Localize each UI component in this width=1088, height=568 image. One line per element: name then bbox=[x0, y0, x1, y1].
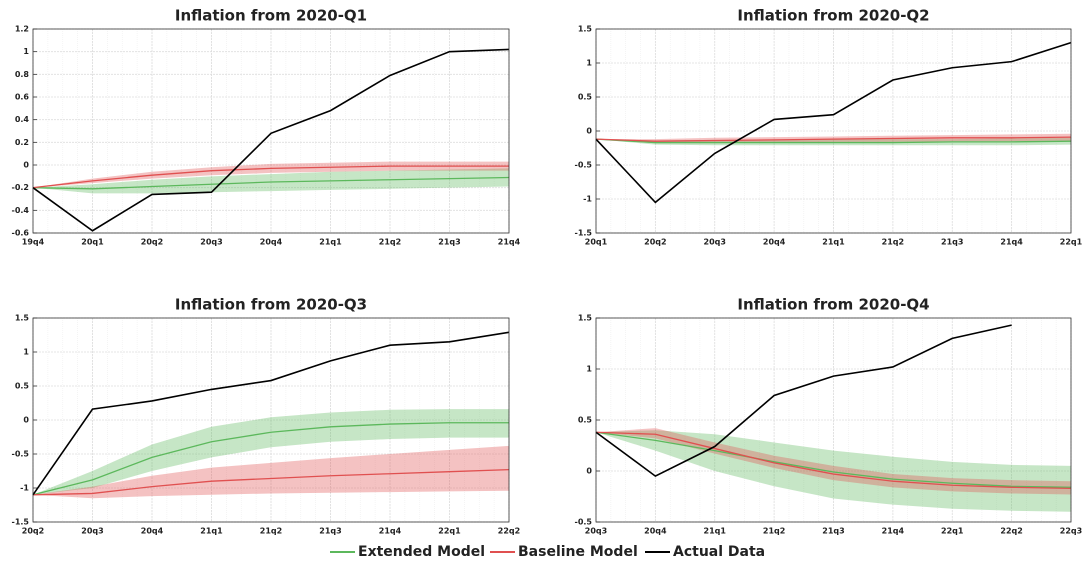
series-line bbox=[32, 165, 509, 189]
x-tick-label: 20q3 bbox=[200, 238, 222, 247]
y-tick-label: 0.5 bbox=[15, 382, 30, 391]
y-tick-label: -1.5 bbox=[575, 229, 593, 238]
y-tick-label: 0.4 bbox=[15, 115, 30, 124]
chart-title: Inflation from 2020-Q2 bbox=[737, 7, 929, 25]
series-line bbox=[32, 331, 510, 496]
y-tick-label: 0.5 bbox=[578, 416, 593, 425]
chart-title: Inflation from 2020-Q4 bbox=[737, 296, 929, 314]
confidence-band bbox=[33, 161, 509, 188]
x-tick-label: 21q3 bbox=[941, 238, 963, 247]
y-tick-label: -0.2 bbox=[12, 183, 30, 192]
x-tick-label: 20q1 bbox=[585, 238, 608, 247]
y-tick-label: 0.6 bbox=[15, 93, 30, 102]
y-tick-label: 1.5 bbox=[578, 314, 593, 323]
y-tick-label: -0.6 bbox=[12, 229, 30, 238]
y-tick-label: 0 bbox=[23, 416, 29, 425]
y-tick-label: -1 bbox=[20, 484, 29, 493]
x-tick-label: 21q1 bbox=[704, 527, 727, 536]
x-tick-label: 20q1 bbox=[81, 238, 104, 247]
y-tick-label: 1 bbox=[23, 47, 29, 56]
x-tick-label: 21q1 bbox=[319, 238, 342, 247]
x-tick-label: 21q4 bbox=[379, 527, 402, 536]
y-tick-label: -0.5 bbox=[575, 161, 593, 170]
y-tick-label: 1.2 bbox=[15, 25, 29, 34]
plot-frame bbox=[32, 28, 510, 234]
legend-label: Baseline Model bbox=[518, 544, 638, 560]
x-tick-label: 20q2 bbox=[22, 527, 44, 536]
x-tick-label: 22q2 bbox=[1000, 527, 1022, 536]
plot-frame bbox=[595, 28, 1072, 234]
y-tick-label: -0.4 bbox=[12, 206, 30, 215]
series-line bbox=[595, 138, 1072, 144]
chart-title: Inflation from 2020-Q1 bbox=[175, 7, 367, 25]
x-tick-label: 22q2 bbox=[498, 527, 520, 536]
y-tick-label: 0.2 bbox=[15, 138, 29, 147]
plot-frame bbox=[32, 317, 510, 523]
x-tick-label: 20q4 bbox=[260, 238, 283, 247]
y-tick-label: 1 bbox=[586, 365, 592, 374]
confidence-band bbox=[596, 428, 1071, 495]
x-tick-label: 21q2 bbox=[260, 527, 282, 536]
series-line bbox=[32, 468, 510, 496]
x-tick-label: 20q2 bbox=[141, 238, 163, 247]
x-tick-label: 22q1 bbox=[1060, 238, 1083, 247]
chart-title: Inflation from 2020-Q3 bbox=[175, 296, 367, 314]
x-tick-label: 20q4 bbox=[763, 238, 786, 247]
x-tick-label: 20q3 bbox=[704, 238, 726, 247]
x-tick-label: 21q4 bbox=[882, 527, 905, 536]
x-tick-label: 21q3 bbox=[319, 527, 341, 536]
series-line bbox=[32, 48, 510, 232]
series-line bbox=[32, 422, 509, 496]
y-tick-label: 1 bbox=[23, 348, 29, 357]
y-tick-label: 0 bbox=[586, 467, 592, 476]
x-tick-label: 21q2 bbox=[763, 527, 785, 536]
y-tick-label: -1.5 bbox=[12, 518, 30, 527]
x-tick-label: 21q3 bbox=[822, 527, 844, 536]
y-tick-label: 0.8 bbox=[15, 70, 30, 79]
confidence-band bbox=[596, 137, 1071, 146]
confidence-band bbox=[33, 445, 509, 499]
y-tick-label: 1.5 bbox=[578, 25, 593, 34]
x-tick-label: 22q3 bbox=[1060, 527, 1082, 536]
confidence-band bbox=[33, 409, 509, 495]
y-tick-label: -0.5 bbox=[12, 450, 30, 459]
y-tick-label: -0.5 bbox=[575, 518, 593, 527]
x-tick-label: 20q2 bbox=[644, 238, 666, 247]
x-tick-label: 21q1 bbox=[822, 238, 845, 247]
x-tick-label: 20q4 bbox=[644, 527, 667, 536]
y-tick-label: 1 bbox=[586, 59, 592, 68]
series-line bbox=[595, 136, 1072, 142]
x-tick-label: 21q4 bbox=[498, 238, 521, 247]
legend-label: Actual Data bbox=[673, 544, 765, 560]
x-tick-label: 20q4 bbox=[141, 527, 164, 536]
x-tick-label: 21q3 bbox=[438, 238, 460, 247]
y-tick-label: -1 bbox=[583, 195, 592, 204]
x-tick-label: 19q4 bbox=[22, 238, 45, 247]
x-tick-label: 22q1 bbox=[941, 527, 964, 536]
x-tick-label: 21q4 bbox=[1000, 238, 1023, 247]
x-tick-label: 22q1 bbox=[438, 527, 461, 536]
y-tick-label: 0.5 bbox=[578, 93, 593, 102]
x-tick-label: 21q2 bbox=[882, 238, 904, 247]
series-line bbox=[32, 176, 510, 190]
series-line bbox=[595, 324, 1012, 478]
y-tick-label: 1.5 bbox=[15, 314, 30, 323]
x-tick-label: 21q2 bbox=[379, 238, 401, 247]
legend-label: Extended Model bbox=[358, 544, 485, 560]
x-tick-label: 20q3 bbox=[81, 527, 103, 536]
x-tick-label: 20q3 bbox=[585, 527, 607, 536]
y-tick-label: 0 bbox=[586, 127, 592, 136]
series-line bbox=[595, 431, 1072, 488]
y-tick-label: 0 bbox=[23, 161, 29, 170]
x-tick-label: 21q1 bbox=[200, 527, 223, 536]
series-line bbox=[595, 41, 1072, 204]
plot-frame bbox=[595, 317, 1072, 523]
series-line bbox=[595, 431, 1072, 489]
